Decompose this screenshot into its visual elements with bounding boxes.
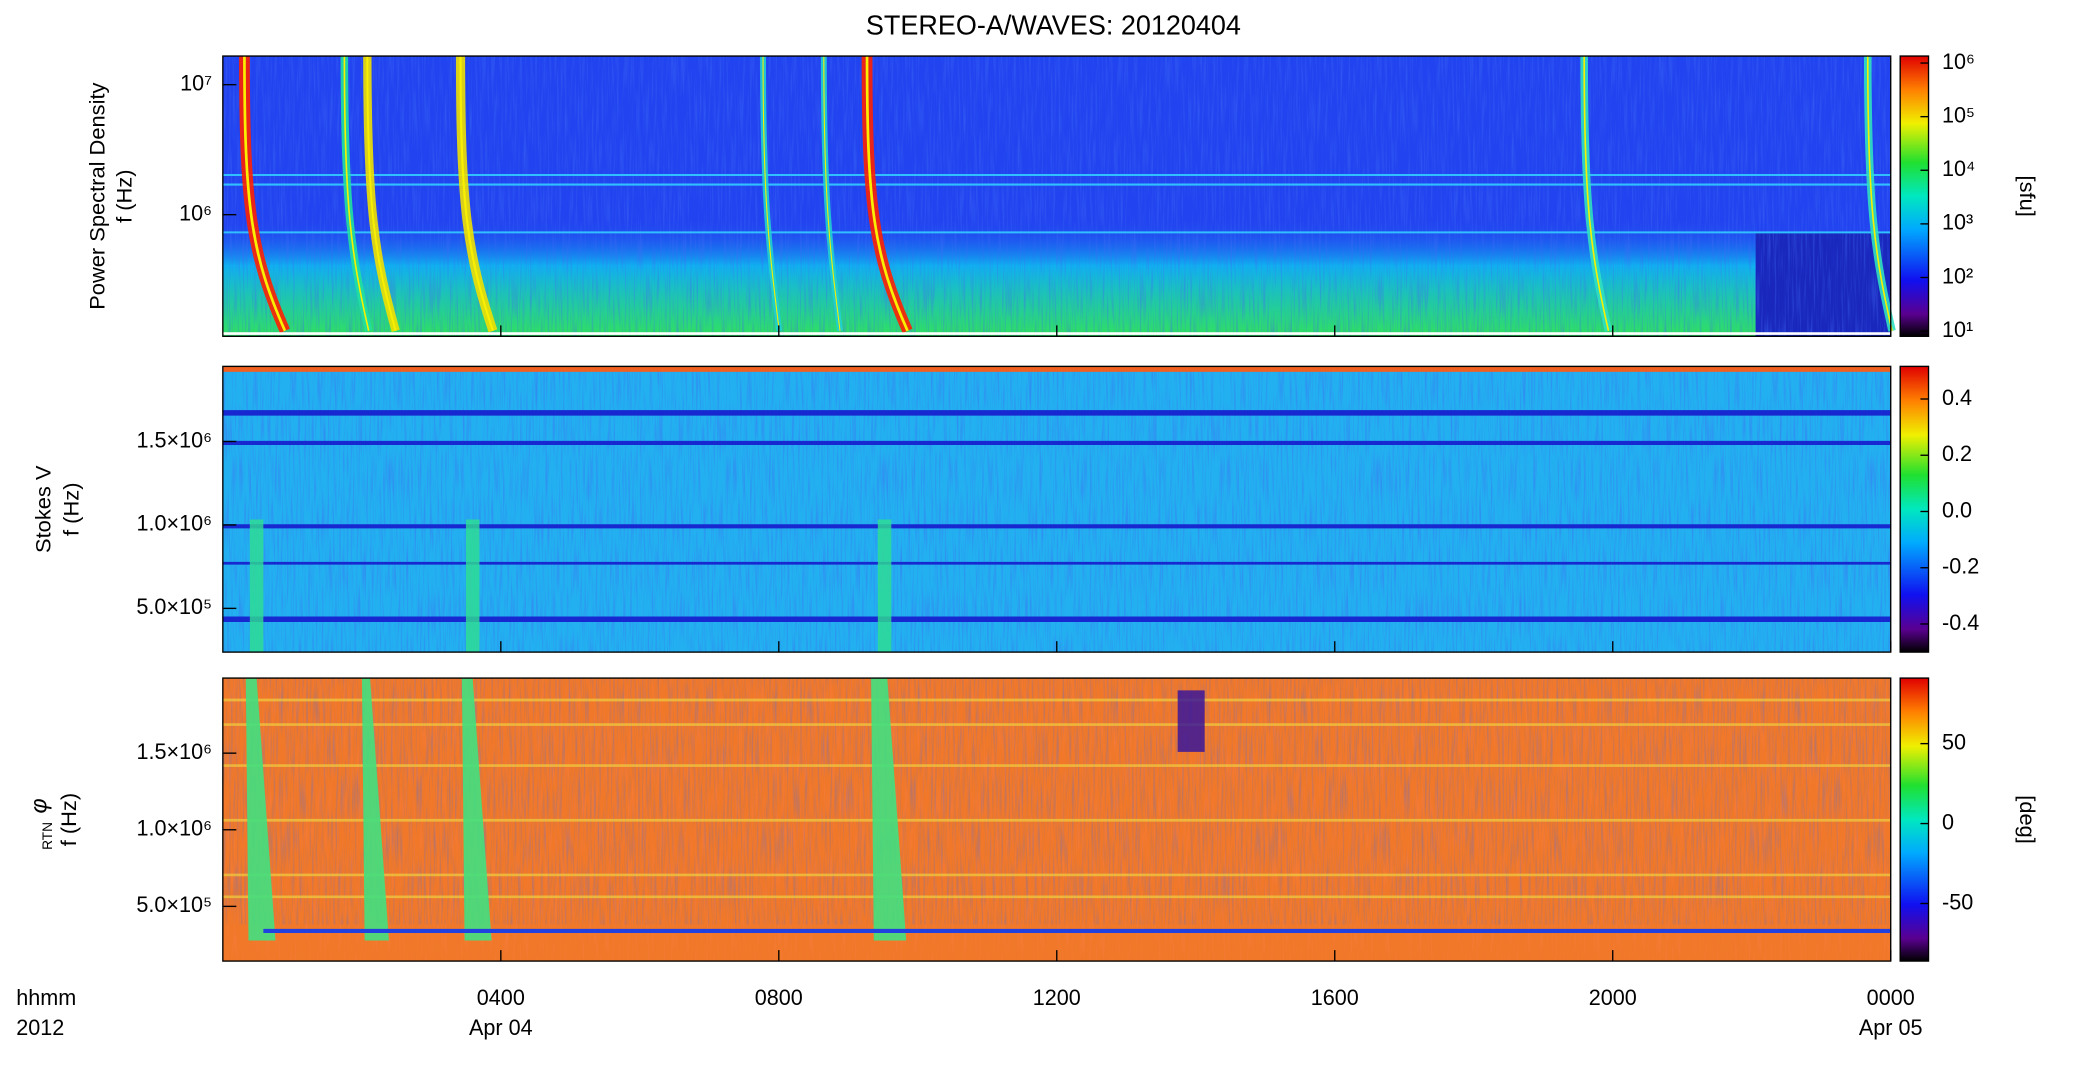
y-label-symbol: φ <box>26 798 52 813</box>
colorbar-tick-label: 10⁴ <box>1942 156 1975 181</box>
colorbar-tick-label: 0 <box>1942 809 1954 834</box>
y-tick-label: 5.0×10⁵ <box>136 594 212 619</box>
x-tick-label: 0400 <box>477 985 525 1010</box>
y-label: f (Hz) <box>56 793 81 846</box>
colorbar-label: [sfu] <box>2015 176 2040 217</box>
colorbar-tick-label: 0.2 <box>1942 441 1972 466</box>
y-tick-label: 10⁶ <box>179 200 212 225</box>
y-label: f (Hz) <box>111 169 136 222</box>
chart-title: STEREO-A/WAVES: 20120404 <box>866 9 1241 40</box>
x-tick-label: 0800 <box>755 985 803 1010</box>
colorbar-tick-label: -50 <box>1942 889 1973 914</box>
burst-core <box>1583 56 1610 332</box>
burst-core <box>1866 56 1893 332</box>
heatmap <box>222 678 1891 962</box>
colorbar-tick-label: 10⁶ <box>1942 49 1975 74</box>
colorbar-label: [deg] <box>2015 795 2040 844</box>
burst-core <box>865 56 909 332</box>
burst-core <box>459 56 494 332</box>
x-label: hhmm <box>16 985 76 1010</box>
blue-patch <box>1177 690 1205 752</box>
colorbar-tick-label: -0.4 <box>1942 610 1979 635</box>
top-band <box>222 366 1891 372</box>
x-date-label: Apr 05 <box>1859 1015 1923 1040</box>
colorbar-tick-label: 10³ <box>1942 210 1973 235</box>
burst <box>249 519 264 653</box>
colorbar <box>1899 365 1930 653</box>
burst <box>461 678 492 941</box>
colorbar-tick-label: 10² <box>1942 263 1973 288</box>
y-tick-label: 5.0×10⁵ <box>136 892 212 917</box>
heatmap <box>222 366 1891 653</box>
x-tick-label: 2000 <box>1589 985 1637 1010</box>
colorbar-tick-label: 10⁵ <box>1942 102 1975 127</box>
burst-core <box>243 56 287 332</box>
x-date-label: Apr 04 <box>469 1015 533 1040</box>
x-tick-label: 1200 <box>1033 985 1081 1010</box>
y-tick-label: 1.0×10⁶ <box>136 511 212 536</box>
x-tick-label: 1600 <box>1311 985 1359 1010</box>
x-tick-label: 0000 <box>1867 985 1915 1010</box>
colorbar <box>1899 55 1930 337</box>
noise <box>222 56 1891 337</box>
colorbar <box>1899 677 1930 962</box>
burst <box>877 519 892 653</box>
burst-core <box>762 56 780 331</box>
colorbar-tick-label: 10¹ <box>1942 317 1973 342</box>
burst-core <box>823 56 841 331</box>
y-label: Stokes V <box>30 465 55 553</box>
x-label: 2012 <box>16 1015 64 1040</box>
y-label: Power Spectral Density <box>84 82 109 309</box>
burst <box>245 678 276 941</box>
burst <box>465 519 480 653</box>
burst-core <box>343 56 370 332</box>
y-label-sub: RTN <box>40 822 55 850</box>
colorbar-tick-label: -0.2 <box>1942 553 1979 578</box>
colorbar-tick-label: 50 <box>1942 729 1966 754</box>
y-tick-label: 10⁷ <box>180 70 212 95</box>
y-tick-label: 1.0×10⁶ <box>136 815 212 840</box>
colorbar-tick-label: 0.4 <box>1942 385 1972 410</box>
y-label: f (Hz) <box>59 483 84 536</box>
burst <box>361 678 389 941</box>
noise-blue <box>222 678 1891 925</box>
burst <box>871 678 907 941</box>
heatmap <box>222 56 1896 337</box>
y-tick-label: 1.5×10⁶ <box>136 739 212 764</box>
burst-core <box>366 56 397 332</box>
y-tick-label: 1.5×10⁶ <box>136 427 212 452</box>
colorbar-tick-label: 0.0 <box>1942 497 1972 522</box>
